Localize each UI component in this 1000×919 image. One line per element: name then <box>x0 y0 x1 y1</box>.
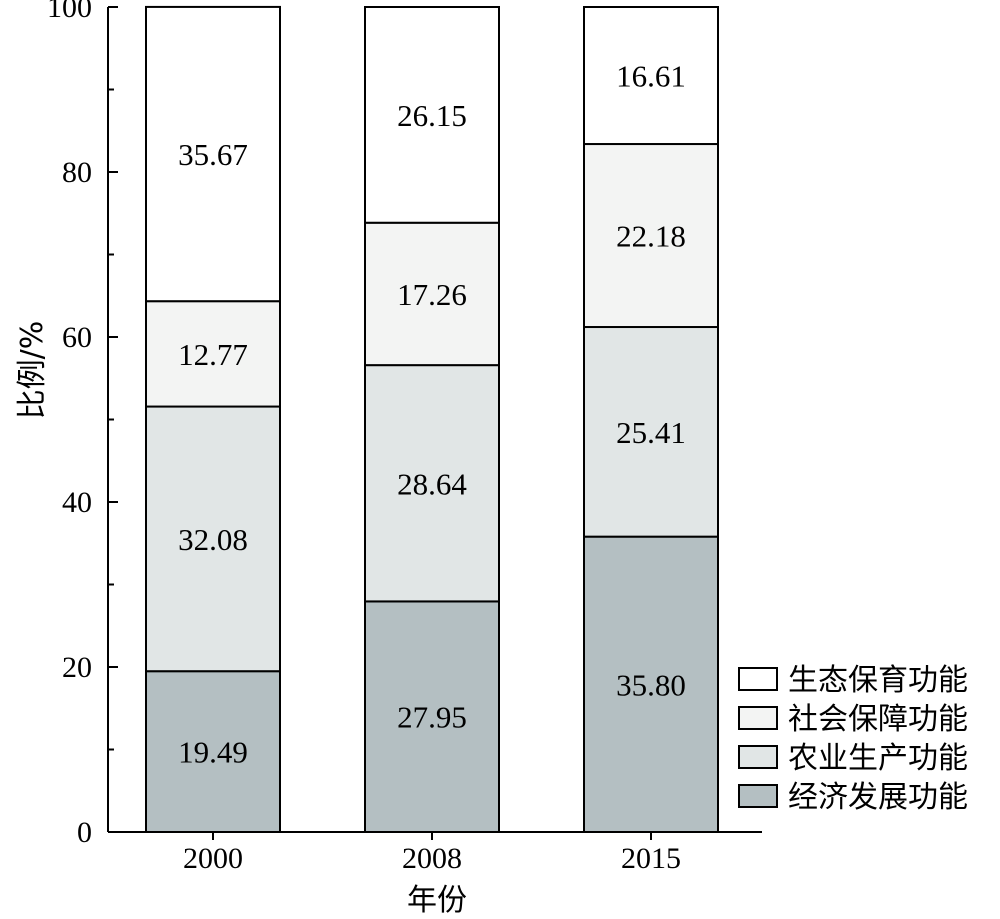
data-label: 26.15 <box>397 98 467 133</box>
bar-segment <box>583 143 719 329</box>
legend-label: 农业生产功能 <box>788 741 968 776</box>
data-label: 27.95 <box>397 700 467 735</box>
y-axis-title: 比例/% <box>15 321 50 420</box>
bar-segment <box>364 221 500 367</box>
data-label: 16.61 <box>616 59 686 94</box>
bar-segment <box>583 326 719 538</box>
data-label: 25.41 <box>616 415 686 450</box>
data-label: 19.49 <box>178 735 248 770</box>
bar-segment <box>583 6 719 146</box>
legend-swatch <box>738 706 778 730</box>
bar-segment <box>145 405 281 673</box>
data-label: 12.77 <box>178 337 248 372</box>
y-tick-label: 80 <box>62 156 92 189</box>
bar-segment <box>364 600 500 833</box>
data-label: 28.64 <box>397 466 467 501</box>
bars-group: 19.49 32.08 12.77 35.67 27.95 28.64 17.26 26.15… <box>145 5 719 834</box>
data-label: 17.26 <box>397 277 467 312</box>
data-label: 32.08 <box>178 522 248 557</box>
y-tick-label: 20 <box>62 651 92 684</box>
legend-swatch <box>738 784 778 808</box>
legend-swatch <box>738 745 778 769</box>
x-axis-title: 年份 <box>407 883 467 918</box>
bar-segment <box>145 670 281 834</box>
x-tick-label: 2000 <box>183 842 243 875</box>
x-tick-label: 2008 <box>402 842 462 875</box>
data-label: 35.67 <box>178 137 248 172</box>
y-tick-label: 100 <box>47 0 92 24</box>
y-tick-label: 40 <box>62 486 92 519</box>
bar-segment <box>145 5 281 303</box>
legend-label: 经济发展功能 <box>788 780 968 815</box>
x-tick-label: 2015 <box>621 842 681 875</box>
legend-label: 社会保障功能 <box>788 702 968 737</box>
data-label: 35.80 <box>616 667 686 702</box>
legend-swatch <box>738 667 778 691</box>
bar-segment <box>364 6 500 224</box>
axes-group: 0 20 40 60 80 100 2000 2008 2015 <box>47 0 762 875</box>
bar-segment <box>364 364 500 603</box>
legend-label: 生态保育功能 <box>788 663 968 698</box>
y-tick-label: 60 <box>62 321 92 354</box>
data-label: 22.18 <box>616 219 686 254</box>
y-tick-label: 0 <box>77 816 92 849</box>
